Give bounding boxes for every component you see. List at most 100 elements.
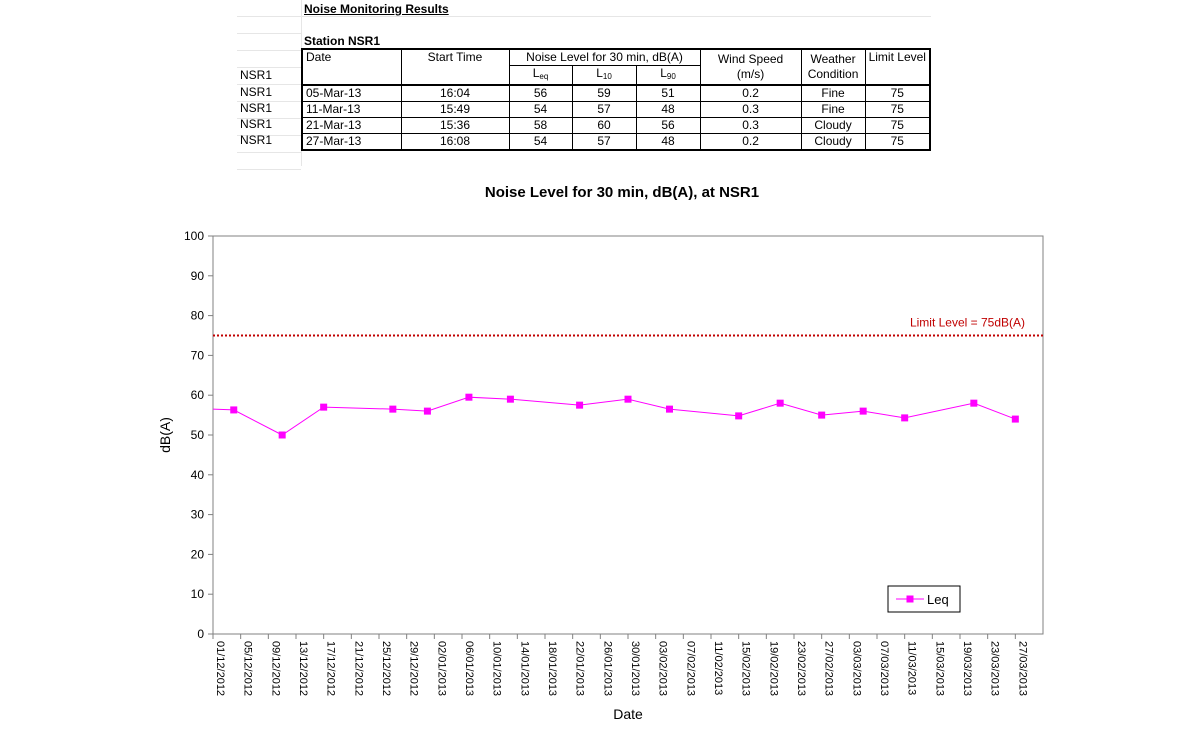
x-tick-label: 23/02/2013 [795,641,807,696]
data-point [423,407,431,415]
y-tick-label: 40 [191,468,205,482]
y-tick-label: 50 [191,428,205,442]
x-tick-label: 22/01/2013 [574,641,586,696]
x-tick-label: 06/01/2013 [463,641,475,696]
data-point [666,405,673,413]
table-row: 21-Mar-13 15:36 58 60 56 0.3 Cloudy 75 [301,117,931,134]
y-tick-label: 100 [184,229,204,243]
station-heading: Station NSR1 [304,34,381,48]
data-point [465,393,473,401]
x-tick-label: 05/12/2012 [242,641,254,696]
cell-wind: 0.2 [699,133,802,151]
cell-weather: Cloudy [800,133,866,151]
data-point [278,431,286,439]
x-tick-label: 27/02/2013 [823,641,835,696]
header-limit-level: Limit Level [864,48,931,86]
legend: Leq [887,585,961,613]
cell-weather: Fine [800,101,866,118]
data-point [320,403,328,411]
y-tick-label: 60 [191,388,205,402]
legend-marker [906,595,914,603]
cell-date: 21-Mar-13 [301,117,402,134]
cell-l10: 59 [571,84,637,102]
data-point [506,395,514,403]
y-tick-label: 20 [191,547,205,561]
x-tick-label: 18/01/2013 [546,641,558,696]
header-weather-line2: Condition [807,67,859,81]
cell-date: 27-Mar-13 [301,133,402,151]
y-tick-label: 80 [191,309,205,323]
x-tick-label: 17/12/2012 [325,641,337,696]
x-tick-label: 03/02/2013 [657,641,669,696]
x-tick-label: 29/12/2012 [408,641,420,696]
x-tick-label: 13/12/2012 [297,641,309,696]
cell-l10: 60 [571,117,637,134]
header-weather: Weather Condition [800,48,866,86]
row-label: NSR1 [240,85,273,99]
x-tick-label: 11/03/2013 [906,641,918,695]
data-point [901,414,909,422]
cell-wind: 0.3 [699,117,802,134]
cell-leq: 56 [508,84,573,102]
x-tick-label: 15/02/2013 [740,641,752,696]
cell-limit: 75 [864,133,931,151]
x-tick-label: 03/03/2013 [850,641,862,696]
data-point [230,406,238,414]
x-tick-label: 23/03/2013 [989,641,1001,696]
cell-l90: 51 [635,84,701,102]
header-noise-level: Noise Level for 30 min, dB(A) [508,48,701,66]
data-point [624,395,632,403]
x-tick-label: 09/12/2012 [269,641,281,696]
header-wind-line2: (m/s) [736,67,765,81]
x-tick-label: 30/01/2013 [629,641,641,696]
cell-leq: 54 [508,133,573,151]
cell-time: 16:08 [400,133,510,151]
row-label: NSR1 [240,101,273,115]
x-tick-label: 26/01/2013 [601,641,613,696]
x-tick-label: 21/12/2012 [352,641,364,696]
chart-title: Noise Level for 30 min, dB(A), at NSR1 [485,184,759,201]
header-weather-line1: Weather [810,52,856,66]
limit-level-annotation: Limit Level = 75dB(A) [910,316,1025,330]
x-tick-label: 27/03/2013 [1016,641,1028,696]
x-tick-label: 19/02/2013 [767,641,779,696]
x-tick-label: 15/03/2013 [933,641,945,696]
series-line-leq [212,396,1016,436]
data-point [735,412,743,420]
x-tick-label: 10/01/2013 [491,641,503,696]
cell-leq: 58 [508,117,573,134]
x-tick-label: 01/12/2012 [214,641,226,696]
x-axis-label: Date [613,706,643,722]
report-title: Noise Monitoring Results [304,2,449,16]
x-tick-label: 02/01/2013 [435,641,447,696]
cell-limit: 75 [864,117,931,134]
y-tick-label: 70 [191,348,205,362]
cell-time: 15:36 [400,117,510,134]
x-tick-label: 25/12/2012 [380,641,392,696]
y-tick-label: 90 [191,269,205,283]
data-point [576,401,584,409]
x-tick-label: 07/02/2013 [684,641,696,696]
table-row: 27-Mar-13 16:08 54 57 48 0.2 Cloudy 75 [301,133,931,151]
cell-l10: 57 [571,133,637,151]
header-date: Date [301,48,402,86]
table-row: 11-Mar-13 15:49 54 57 48 0.3 Fine 75 [301,101,931,118]
plot-area [212,235,1044,635]
x-tick-label: 14/01/2013 [518,641,530,696]
header-start-time: Start Time [400,48,510,86]
data-point [776,399,784,407]
cell-l90: 56 [635,117,701,134]
cell-limit: 75 [864,84,931,102]
noise-results-table: Date Start Time Noise Level for 30 min, … [301,48,931,151]
x-tick-label: 11/02/2013 [712,641,724,695]
data-point [389,405,397,413]
data-point [1011,415,1019,423]
y-tick-label: 10 [191,587,205,601]
y-tick-label: 0 [197,627,204,641]
data-point [818,411,826,419]
header-wind-speed: Wind Speed (m/s) [699,48,802,86]
row-label: NSR1 [240,117,273,131]
sheet-gridline [237,0,931,17]
header-wind-line1: Wind Speed [717,52,784,66]
